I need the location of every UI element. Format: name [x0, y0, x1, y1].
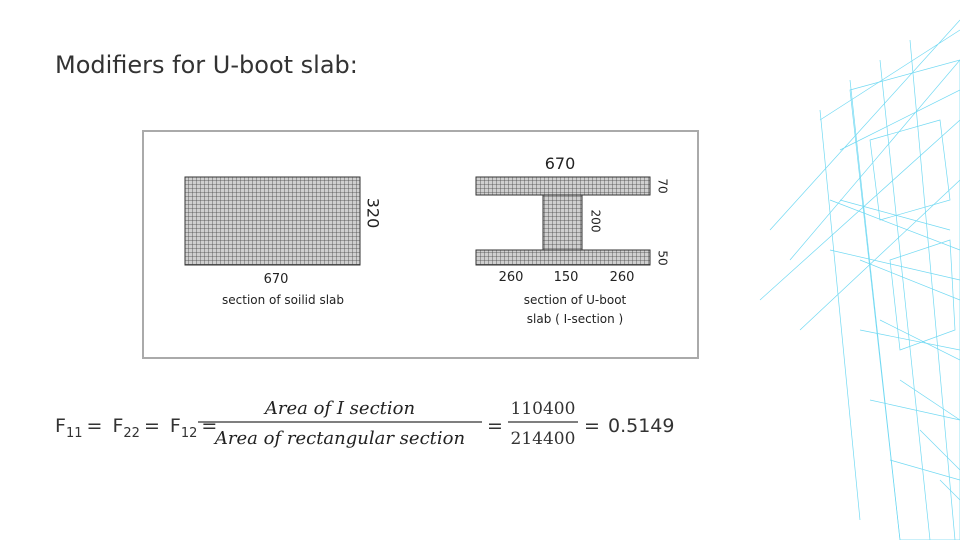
dimension-label: 320 [364, 198, 383, 229]
bottom-flange [475, 249, 651, 266]
dimension-label: 50 [656, 250, 670, 265]
equals: = [487, 415, 503, 437]
solid-slab-section [184, 176, 361, 266]
formula-lhs: F11 = F22 = F12 = [55, 415, 217, 441]
denominator: Area of rectangular section [213, 428, 465, 449]
decoration [759, 19, 960, 540]
subscript: 12 [181, 426, 198, 441]
top-flange [475, 176, 651, 196]
dimension-label: 670 [545, 154, 576, 173]
symbol: F [170, 415, 181, 437]
numerator: 110400 [511, 399, 576, 419]
equals: = [86, 415, 102, 437]
formula: F11 = F22 = F12 = Area of I section Area of… [55, 398, 674, 449]
subscript: 22 [123, 426, 140, 441]
dimension-label: 670 [264, 272, 289, 287]
dimension-label: 260 [610, 270, 635, 285]
dimension-label: 150 [554, 270, 579, 285]
equals: = [584, 415, 600, 437]
numerator: Area of I section [263, 398, 415, 419]
equals: = [201, 415, 217, 437]
dimension-label: 260 [499, 270, 524, 285]
symbol: F [112, 415, 123, 437]
slide-title: Modifiers for U-boot slab: [55, 51, 358, 79]
result: 0.5149 [608, 415, 674, 437]
denominator: 214400 [511, 429, 576, 449]
subscript: 11 [66, 426, 83, 441]
equals: = [144, 415, 160, 437]
caption: slab ( I-section ) [527, 312, 623, 326]
web [542, 194, 583, 251]
dimension-label: 70 [656, 178, 670, 193]
caption: section of U-boot [524, 293, 627, 307]
caption: section of soilid slab [222, 293, 344, 307]
symbol: F [55, 415, 66, 437]
dimension-label: 200 [589, 210, 603, 233]
